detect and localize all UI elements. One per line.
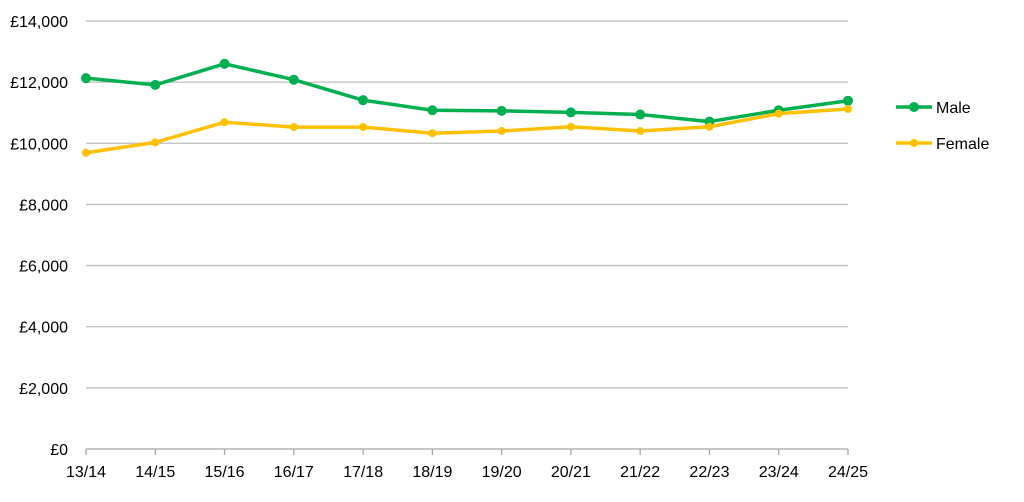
legend-label: Male [936,100,971,117]
legend-marker [909,102,919,112]
data-point [289,123,298,132]
series-female [82,105,852,157]
data-point [219,58,230,69]
data-point [565,107,576,118]
x-axis: 13/14 14/15 15/16 16/17 17/18 18/19 19/20 20/21… [66,448,868,481]
data-point [288,74,299,85]
y-tick-label: £10,000 [10,136,68,153]
x-tick-label: 21/22 [620,464,660,481]
data-point [220,118,229,127]
series-male [81,58,853,127]
x-tick-label: 14/15 [135,464,175,481]
series-line-female [85,107,849,155]
data-point [497,127,506,136]
data-point [636,127,645,136]
y-tick-label: £0 [50,442,68,459]
x-tick-label: 16/17 [274,464,314,481]
legend-marker [910,139,918,147]
y-tick-label: £6,000 [19,259,68,276]
data-point [844,105,852,114]
data-point [81,73,91,84]
data-point [496,105,507,116]
y-tick-label: £2,000 [19,381,68,398]
y-tick-label: £12,000 [10,75,68,92]
data-point [428,129,437,138]
data-point [151,138,160,147]
data-point [566,122,575,131]
data-point [774,109,783,118]
data-point [427,105,438,116]
data-point [82,148,90,157]
y-axis-ticks: £0 £2,000 £4,000 £6,000 £8,000 £10,000 £12,000… [10,14,68,459]
gridlines [86,20,848,389]
legend-item-male: Male [896,100,971,117]
x-tick-label: 19/20 [482,464,522,481]
x-tick-label: 24/25 [828,464,868,481]
data-point [150,79,161,90]
x-tick-label: 22/23 [689,464,729,481]
y-tick-label: £4,000 [19,320,68,337]
data-point [358,95,369,106]
series-layer [81,58,853,157]
legend: Male Female [896,100,989,153]
x-tick-label: 20/21 [551,464,591,481]
y-tick-label: £14,000 [10,14,68,31]
y-tick-label: £8,000 [19,197,68,214]
x-tick-label: 15/16 [205,464,245,481]
x-tick-label: 18/19 [412,464,452,481]
series-line-male [85,62,849,124]
legend-item-female: Female [896,136,989,153]
data-point [635,109,646,120]
data-point [843,95,853,106]
x-tick-label: 17/18 [343,464,383,481]
legend-label: Female [936,136,989,153]
x-tick-label: 13/14 [66,464,106,481]
data-point [359,123,368,132]
data-point [705,122,714,131]
x-tick-label: 23/24 [759,464,799,481]
